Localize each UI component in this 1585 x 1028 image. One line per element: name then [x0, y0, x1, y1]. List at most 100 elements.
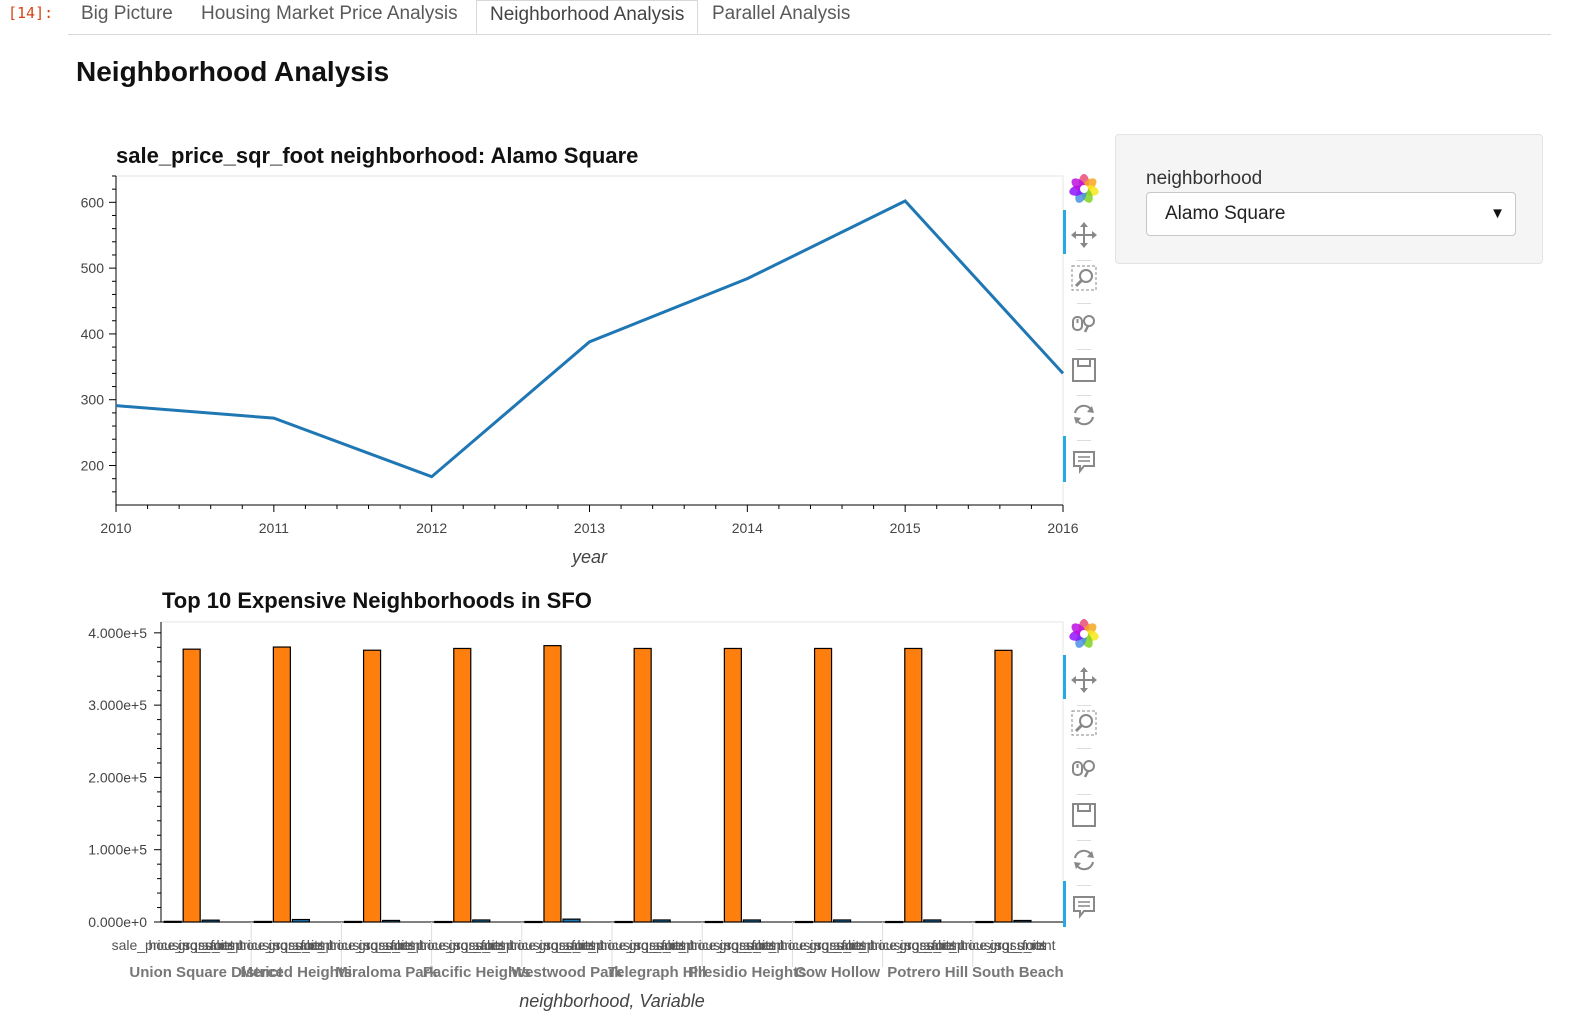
- variable-tick-label: housing_units: [509, 937, 595, 953]
- x-tick-label: 2014: [732, 520, 763, 536]
- active-tool-indicator: [1063, 210, 1066, 254]
- neighborhood-tick-label: Westwood Park: [511, 964, 623, 981]
- bar-housing-units: [182, 648, 201, 923]
- variable-tick-label: sale_price_sqr_foot: [382, 937, 504, 953]
- y-tick-label: 500: [81, 260, 105, 276]
- bar-housing-units: [633, 647, 652, 923]
- bar-gross-rent: [381, 919, 401, 923]
- tab-bar: Big Picture Housing Market Price Analysi…: [68, 0, 1551, 35]
- variable-tick-label: housing_units: [960, 937, 1046, 953]
- y-tick-label: 400: [81, 326, 105, 342]
- y-tick-label: 300: [81, 392, 105, 408]
- neighborhood-tick-label: Potrero Hill: [887, 964, 968, 981]
- bar-gross-rent: [1013, 919, 1032, 923]
- variable-tick-label: sale_price_sqr_foot: [472, 937, 594, 953]
- variable-tick-label: gross_rent: [629, 937, 695, 953]
- bar-gross-rent: [652, 919, 671, 923]
- bar-gross-rent: [742, 919, 761, 923]
- bar-sale-price-sqr-foot: [253, 920, 272, 924]
- active-tool-indicator: [1063, 436, 1066, 482]
- bar-chart-title: Top 10 Expensive Neighborhoods in SFO: [162, 588, 592, 613]
- toolbar-separator: [1077, 260, 1091, 261]
- variable-tick-label: housing_units: [690, 937, 776, 953]
- save-icon[interactable]: [1069, 355, 1099, 385]
- bar-housing-units: [453, 647, 472, 923]
- bar-housing-units: [813, 647, 833, 923]
- neighborhood-select-value: Alamo Square: [1165, 203, 1286, 224]
- bar-gross-rent: [923, 919, 942, 923]
- neighborhood-select[interactable]: Alamo Square ▼: [1146, 192, 1516, 236]
- y-tick-label: 600: [81, 194, 105, 210]
- bar-housing-units: [272, 646, 291, 923]
- chevron-down-icon: ▼: [1490, 205, 1505, 222]
- toolbar-separator: [1077, 748, 1091, 749]
- bar-sale-price-sqr-foot: [343, 920, 363, 924]
- y-tick-label: 3.000e+5: [88, 697, 147, 713]
- variable-tick-label: housing_units: [419, 937, 505, 953]
- bar-chart-toolbar: [1063, 615, 1103, 935]
- variable-tick-label: gross_rent: [899, 937, 965, 953]
- y-tick-label: 1.000e+5: [88, 842, 147, 858]
- y-tick-label: 4.000e+5: [88, 625, 147, 641]
- bar-sale-price-sqr-foot: [163, 920, 182, 923]
- bar-sale-price-sqr-foot: [975, 920, 994, 924]
- reset-icon[interactable]: [1069, 845, 1099, 875]
- line-chart-title: sale_price_sqr_foot neighborhood: Alamo …: [116, 143, 638, 168]
- variable-tick-label: gross_rent: [268, 937, 334, 953]
- bar-housing-units: [362, 649, 382, 923]
- variable-tick-label: gross_rent: [178, 937, 244, 953]
- tab-housing-market-price-analysis[interactable]: Housing Market Price Analysis: [201, 3, 458, 24]
- toolbar-separator: [1077, 840, 1091, 841]
- neighborhood-tick-label: Presidio Heights: [688, 964, 806, 981]
- x-tick-label: 2013: [574, 520, 605, 536]
- page-title: Neighborhood Analysis: [76, 56, 390, 87]
- wheel-zoom-icon[interactable]: [1069, 754, 1099, 784]
- bar-sale-price-sqr-foot: [704, 920, 723, 924]
- bar-sale-price-sqr-foot: [434, 920, 453, 924]
- x-tick-label: 2016: [1047, 520, 1078, 536]
- toolbar-separator: [1077, 395, 1091, 396]
- bar-sale-price-sqr-foot: [524, 920, 543, 924]
- bar-chart[interactable]: Top 10 Expensive Neighborhoods in SFO 0.0…: [0, 0, 1110, 1028]
- variable-tick-label: housing_units: [239, 937, 325, 953]
- variable-tick-label: housing_units: [148, 937, 234, 953]
- bokeh-logo-icon[interactable]: [1069, 619, 1099, 649]
- bar-chart-frame: [160, 621, 1064, 923]
- hover-icon[interactable]: [1069, 891, 1099, 921]
- variable-tick-label: sale_price_sqr_foot: [292, 937, 414, 953]
- variable-tick-label: gross_rent: [809, 937, 875, 953]
- wheel-zoom-icon[interactable]: [1069, 309, 1099, 339]
- bar-sale-price-sqr-foot: [885, 920, 904, 924]
- toolbar-separator: [1077, 349, 1091, 350]
- neighborhood-tick-label: Miraloma Park: [335, 964, 438, 981]
- variable-tick-label: gross_rent: [989, 937, 1055, 953]
- variable-tick-label: sale_price_sqr_foot: [202, 937, 324, 953]
- line-chart-toolbar: [1063, 170, 1103, 490]
- bar-housing-units: [543, 645, 562, 923]
- tab-parallel-analysis[interactable]: Parallel Analysis: [712, 3, 851, 24]
- bar-housing-units: [994, 649, 1013, 923]
- reset-icon[interactable]: [1069, 400, 1099, 430]
- bokeh-logo-icon[interactable]: [1069, 174, 1099, 204]
- toolbar-separator: [1077, 885, 1091, 886]
- variable-tick-label: housing_units: [780, 937, 866, 953]
- box-zoom-icon[interactable]: [1069, 263, 1099, 293]
- neighborhood-widget: neighborhood Alamo Square ▼: [1115, 134, 1543, 264]
- hover-icon[interactable]: [1069, 446, 1099, 476]
- variable-tick-label: housing_units: [329, 937, 415, 953]
- toolbar-separator: [1077, 303, 1091, 304]
- x-axis-label: year: [570, 547, 608, 567]
- variable-tick-label: sale_price_sqr_foot: [563, 937, 685, 953]
- box-zoom-icon[interactable]: [1069, 708, 1099, 738]
- save-icon[interactable]: [1069, 800, 1099, 830]
- bar-housing-units: [723, 647, 742, 923]
- tab-neighborhood-analysis[interactable]: Neighborhood Analysis: [476, 0, 699, 34]
- pan-icon[interactable]: [1069, 220, 1099, 250]
- neighborhood-tick-label: Union Square District: [129, 964, 282, 981]
- bar-gross-rent: [201, 919, 220, 923]
- pan-icon[interactable]: [1069, 665, 1099, 695]
- variable-tick-label: sale_price_sqr_foot: [923, 937, 1045, 953]
- tab-big-picture[interactable]: Big Picture: [81, 3, 173, 24]
- line-chart[interactable]: sale_price_sqr_foot neighborhood: Alamo …: [0, 0, 1110, 580]
- variable-tick-label: gross_rent: [448, 937, 514, 953]
